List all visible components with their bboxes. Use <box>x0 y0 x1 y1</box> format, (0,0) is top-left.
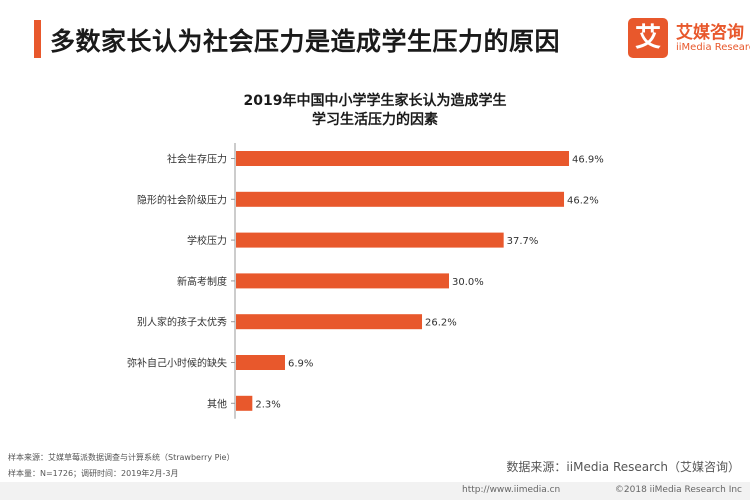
category-label: 学校压力 <box>187 234 227 247</box>
page-header: 多数家长认为社会压力是造成学生压力的原因 艾 艾媒咨询 iiMedia Rese… <box>0 0 750 78</box>
bar <box>236 151 569 166</box>
brand-logo-icon: 艾 <box>628 18 668 58</box>
bar <box>236 191 565 207</box>
value-label: 37.7% <box>507 236 539 247</box>
brand-name: 艾媒咨询 <box>676 23 744 43</box>
sample-source: 样本来源：艾媒草莓派数据调查与计算系统（Strawberry Pie） <box>8 453 235 462</box>
value-label: 2.3% <box>255 399 280 410</box>
page-title: 多数家长认为社会压力是造成学生压力的原因 <box>50 27 561 56</box>
chart-title-line-2: 学习生活压力的因素 <box>312 112 438 128</box>
bar <box>236 395 253 411</box>
category-label: 社会生存压力 <box>167 153 227 166</box>
sample-size: 样本量：N=1726；调研时间：2019年2月-3月 <box>8 469 179 478</box>
footer-bar <box>0 482 750 500</box>
value-label: 26.2% <box>425 318 457 329</box>
value-label: 46.9% <box>572 155 604 166</box>
bar <box>236 314 423 330</box>
chart-title-line-1: 2019年中国中小学学生家长认为造成学生 <box>243 93 507 109</box>
category-label: 弥补自己小时候的缺失 <box>127 357 227 370</box>
title-accent-bar <box>34 20 41 58</box>
brand-name-en: iiMedia Research <box>676 42 750 53</box>
footer-url[interactable]: http://www.iimedia.cn <box>462 485 561 495</box>
category-label: 新高考制度 <box>177 275 227 288</box>
category-label: 别人家的孩子太优秀 <box>137 316 227 329</box>
category-label: 隐形的社会阶级压力 <box>137 193 227 206</box>
value-label: 46.2% <box>567 195 599 206</box>
category-label: 其他 <box>207 397 227 410</box>
bar <box>236 355 285 370</box>
footer-copyright: ©2018 iiMedia Research Inc <box>614 485 742 495</box>
chart-title: 2019年中国中小学学生家长认为造成学生 学习生活压力的因素 <box>0 92 750 130</box>
value-label: 30.0% <box>452 277 484 288</box>
bar <box>236 232 504 248</box>
value-label: 6.9% <box>288 359 313 370</box>
bar <box>236 273 449 289</box>
data-source: 数据来源：iiMedia Research（艾媒咨询） <box>506 460 740 474</box>
